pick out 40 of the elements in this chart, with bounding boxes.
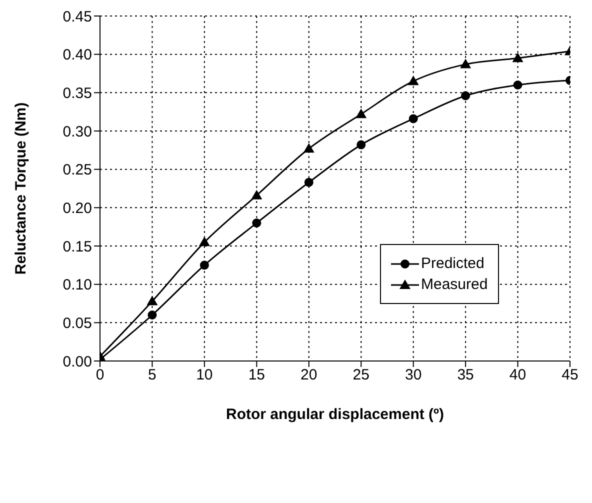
point bbox=[460, 58, 472, 68]
point bbox=[356, 140, 366, 150]
point bbox=[461, 91, 470, 100]
y-tick-label: 0.15 bbox=[62, 238, 92, 256]
x-tick-label: 45 bbox=[562, 366, 578, 384]
point bbox=[303, 143, 314, 153]
point bbox=[200, 260, 209, 270]
point bbox=[513, 80, 522, 90]
x-tick-label: 0 bbox=[96, 366, 104, 384]
y-tick-label: 0.30 bbox=[62, 123, 92, 140]
y-axis-title: Reluctance Torque (Nm) bbox=[12, 102, 30, 275]
x-tick-label: 5 bbox=[148, 366, 156, 384]
y-tick-label: 0.20 bbox=[62, 200, 92, 217]
x-tick-label: 20 bbox=[300, 366, 318, 384]
point bbox=[148, 310, 157, 320]
y-tick-label: 0.40 bbox=[62, 46, 92, 64]
point bbox=[198, 236, 210, 246]
point bbox=[304, 178, 314, 187]
point bbox=[356, 108, 367, 118]
y-tick-label: 0.25 bbox=[62, 162, 92, 179]
x-tick-label: 10 bbox=[196, 366, 213, 384]
x-axis-title: Rotor angular displacement (º) bbox=[226, 406, 444, 423]
y-tick-label: 0.00 bbox=[62, 353, 92, 370]
point bbox=[146, 296, 158, 306]
point bbox=[252, 218, 262, 228]
point bbox=[251, 190, 262, 200]
legend-label: Predicted bbox=[421, 255, 484, 272]
y-tick-label: 0.05 bbox=[62, 314, 92, 332]
y-tick-label: 0.35 bbox=[62, 84, 92, 102]
y-tick-label: 0.10 bbox=[62, 276, 92, 294]
x-tick-label: 35 bbox=[457, 366, 474, 384]
point bbox=[512, 52, 524, 62]
point bbox=[408, 114, 418, 124]
y-tick-label: 0.45 bbox=[62, 8, 92, 26]
legend-label: Measured bbox=[421, 276, 488, 293]
point bbox=[408, 76, 419, 86]
x-tick-label: 40 bbox=[509, 366, 526, 384]
x-tick-label: 30 bbox=[404, 366, 422, 384]
x-tick-label: 25 bbox=[352, 366, 370, 384]
x-tick-label: 15 bbox=[248, 366, 266, 384]
